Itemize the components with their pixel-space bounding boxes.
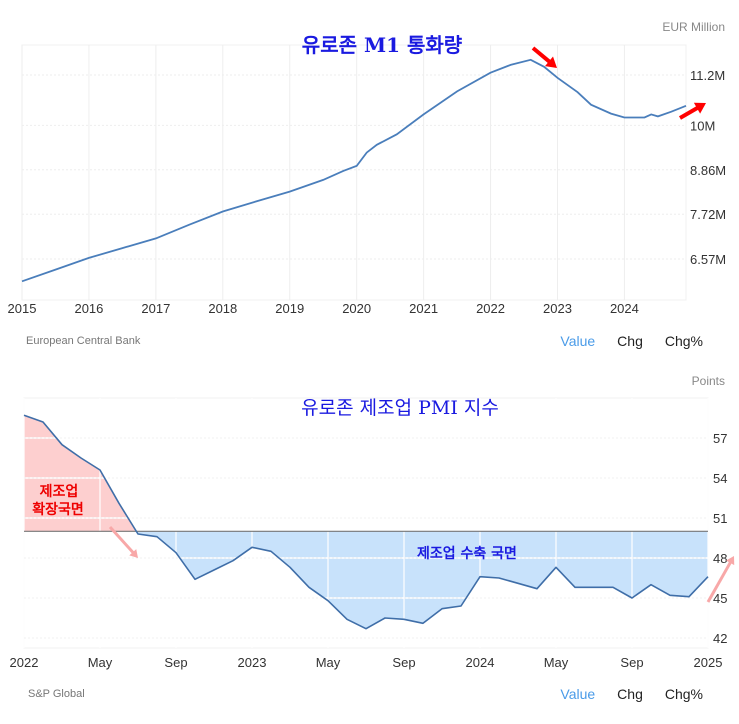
red-arrow-up	[679, 105, 700, 120]
tab-value[interactable]: Value	[560, 686, 596, 702]
view-tabs: Value Chg Chg%	[538, 686, 703, 702]
x-tick-label: 2020	[342, 301, 371, 316]
tab-chg[interactable]: Chg	[617, 686, 643, 702]
x-tick-label: 2017	[141, 301, 170, 316]
m1-chart: 2015 2016 2017 2018 2019 2020 2021 2022 2023 2024…	[8, 33, 727, 316]
tab-chg-pct[interactable]: Chg%	[664, 686, 703, 702]
x-tick-label: 2019	[275, 301, 304, 316]
unit-label: EUR Million	[662, 20, 725, 34]
source-label: European Central Bank	[26, 335, 141, 347]
y-tick-label: 11.2M	[690, 68, 725, 83]
x-tick-label: 2022	[476, 301, 505, 316]
x-tick-label: 2015	[8, 301, 37, 316]
red-arrow-down	[531, 46, 552, 65]
x-tick-label: 2018	[208, 301, 237, 316]
tab-chg-pct[interactable]: Chg%	[664, 333, 703, 349]
y-tick-label: 8.86M	[690, 163, 726, 178]
pmi-chart-panel: Points S&P Global Value Chg Chg%	[0, 360, 739, 724]
unit-label: Points	[691, 374, 725, 388]
plot-area	[21, 44, 687, 301]
red-arrow-down-head	[545, 56, 557, 68]
y-tick-label: 7.72M	[690, 207, 726, 222]
tab-chg[interactable]: Chg	[617, 333, 643, 349]
m1-series-line	[21, 58, 687, 283]
x-tick-label: 2016	[74, 301, 103, 316]
chart-title: 유로존 M1 통화량	[302, 33, 463, 57]
m1-chart-panel: 2015 2016 2017 2018 2019 2020 2021 2022 2023 2024…	[0, 0, 739, 360]
x-tick-label: 2021	[409, 301, 438, 316]
tab-value[interactable]: Value	[560, 333, 596, 349]
y-tick-label: 6.57M	[690, 252, 726, 267]
source-label: S&P Global	[28, 688, 85, 700]
y-tick-label: 10M	[690, 118, 715, 133]
x-tick-label: 2024	[610, 301, 639, 316]
view-tabs: Value Chg Chg%	[538, 333, 703, 349]
red-arrow-up-head	[693, 102, 706, 114]
x-tick-label: 2023	[543, 301, 572, 316]
